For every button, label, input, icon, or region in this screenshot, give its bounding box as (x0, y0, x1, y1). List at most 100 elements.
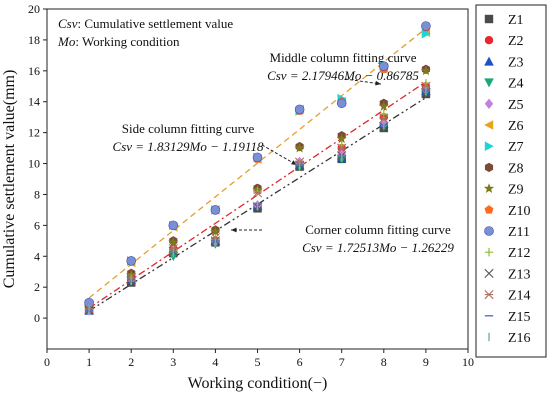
legend-entry: Z1 (484, 13, 524, 28)
x-tick-label: 3 (170, 355, 176, 369)
fit-arrowhead-2 (231, 227, 237, 233)
x-tick-label: 5 (255, 355, 261, 369)
legend-marker (484, 248, 494, 257)
legend-marker (484, 98, 494, 109)
fit-arrowhead-0 (375, 80, 381, 86)
y-tick-label: 14 (28, 95, 40, 109)
x-tick-label: 9 (423, 355, 429, 369)
legend-marker (484, 14, 494, 24)
legend-label: Z4 (508, 77, 524, 92)
legend-entry: Z2 (484, 34, 524, 49)
legend-entry: Z8 (484, 161, 524, 176)
fit-equation-2: Csv = 1.72513Mo − 1.26229 (302, 240, 454, 255)
x-tick-label: 1 (86, 355, 92, 369)
x-tick-label: 10 (462, 355, 474, 369)
y-tick-label: 18 (28, 33, 40, 47)
fit-arrow-0 (344, 78, 382, 85)
note-desc: : Cumulative settlement value (78, 16, 234, 31)
data-point (336, 98, 347, 109)
x-tick-label: 6 (297, 355, 303, 369)
legend-label: Z8 (508, 161, 524, 176)
y-tick-label: 8 (34, 187, 40, 201)
legend-marker (484, 56, 494, 66)
fit-label-1: Side column fitting curve (122, 121, 255, 136)
legend-label: Z7 (508, 140, 524, 155)
legend-marker (483, 183, 495, 193)
y-axis-title: Cumulative settlement value(mm) (1, 70, 18, 289)
legend-marker (484, 205, 494, 214)
legend-entry: Z5 (484, 98, 524, 113)
data-point (378, 100, 389, 111)
data-point (378, 61, 389, 71)
note-text: Csv: Cumulative settlement value (58, 16, 233, 31)
data-point (379, 114, 389, 124)
legend-label: Z1 (508, 13, 524, 28)
legend-entry: Z13 (484, 267, 531, 282)
note-abbr: Csv (58, 16, 78, 31)
legend-label: Z5 (508, 98, 524, 113)
y-tick-label: 12 (28, 126, 40, 140)
legend-entry: Z12 (484, 246, 531, 261)
legend-label: Z9 (508, 183, 524, 198)
series-Z11 (84, 21, 431, 308)
y-tick-label: 16 (28, 64, 40, 78)
data-point (168, 236, 179, 247)
legend-entry: Z3 (484, 55, 524, 70)
legend-entry: Z6 (484, 119, 524, 134)
x-tick-label: 0 (44, 355, 50, 369)
legend-entry: Z9 (483, 183, 524, 198)
y-tick-label: 2 (34, 280, 40, 294)
legend-entry: Z15 (484, 310, 531, 325)
legend-label: Z13 (508, 267, 531, 282)
legend-marker (484, 141, 494, 151)
legend-marker (484, 78, 494, 88)
legend-marker (484, 268, 494, 278)
data-point (210, 226, 221, 236)
data-point (252, 152, 263, 163)
legend-label: Z12 (508, 246, 531, 261)
legend-marker (484, 290, 494, 300)
legend-marker (484, 162, 494, 173)
legend-entry: Z10 (484, 204, 531, 219)
data-point (253, 187, 262, 196)
note-text: Mo: Working condition (57, 34, 180, 49)
data-point (337, 143, 347, 153)
legend-label: Z11 (508, 225, 530, 240)
legend-label: Z15 (508, 310, 531, 325)
data-point (420, 65, 432, 76)
x-axis-title: Working condition(−) (188, 375, 328, 392)
x-tick-label: 4 (212, 355, 218, 369)
data-point (210, 205, 221, 215)
fit-label-2: Corner column fitting curve (305, 222, 451, 237)
data-point (421, 21, 431, 31)
legend-label: Z16 (508, 331, 531, 346)
fit-arrow-1 (261, 144, 298, 166)
legend-entry: Z14 (484, 289, 531, 304)
legend-entry: Z11 (484, 225, 530, 240)
fit-line-0 (88, 27, 427, 299)
data-point (168, 220, 179, 231)
x-tick-label: 7 (339, 355, 345, 369)
data-point (294, 104, 305, 115)
legend-label: Z6 (508, 119, 524, 134)
legend-label: Z14 (508, 289, 531, 304)
series-Z16 (88, 86, 427, 315)
y-tick-label: 0 (34, 311, 40, 325)
fit-label-0: Middle column fitting curve (270, 50, 417, 65)
data-point (379, 109, 388, 119)
y-tick-label: 20 (28, 2, 40, 16)
legend-entry: Z4 (484, 77, 524, 92)
data-point (252, 188, 263, 198)
legend-marker (484, 120, 494, 130)
fit-equation-0: Csv = 2.17946Mo − 0.86785 (267, 68, 419, 83)
legend-label: Z10 (508, 204, 531, 219)
legend-label: Z3 (508, 55, 524, 70)
data-point (126, 256, 136, 266)
y-tick-label: 4 (34, 249, 40, 263)
data-point (294, 142, 305, 153)
y-tick-label: 10 (28, 157, 40, 171)
legend-entry: Z7 (484, 140, 524, 155)
